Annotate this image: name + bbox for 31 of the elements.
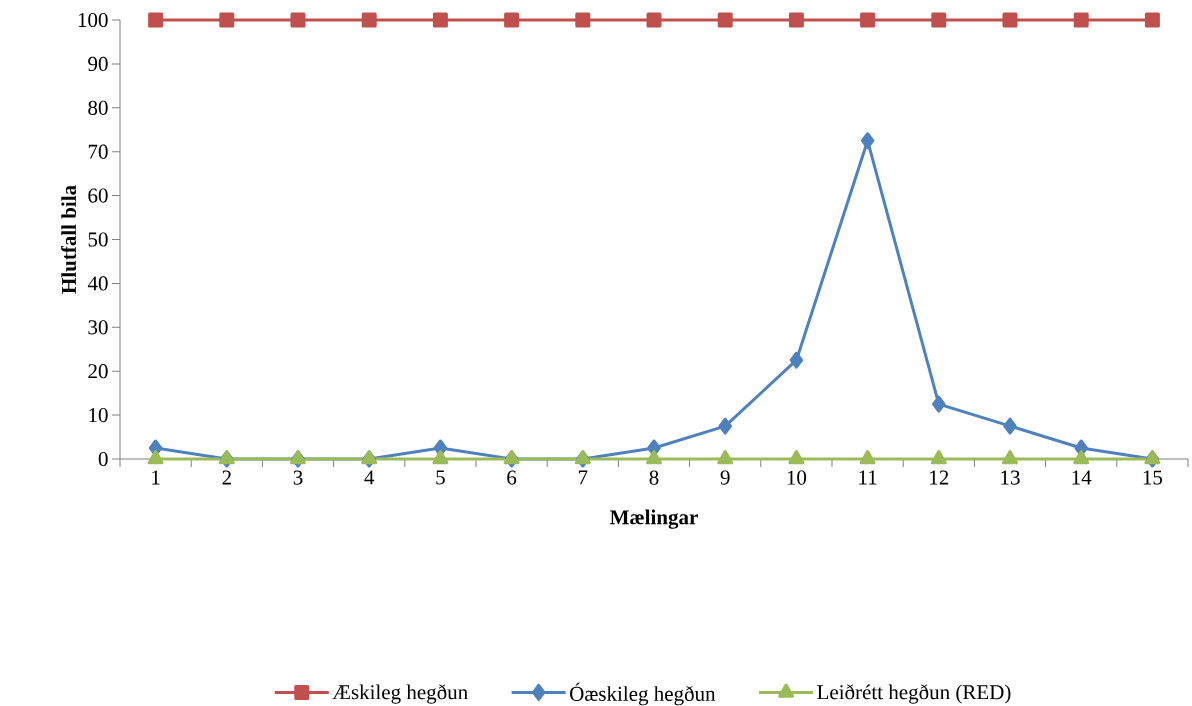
x-tick-label: 2	[222, 470, 231, 485]
x-tick-label: 5	[436, 470, 445, 485]
x-tick-label: 7	[578, 470, 588, 485]
x-tick-label: 12	[930, 470, 949, 485]
y-tick-label: 0	[98, 451, 108, 466]
y-tick-label: 20	[88, 364, 108, 379]
y-axis-title: Hlutfall bila	[61, 185, 77, 294]
x-tick-label: 3	[293, 470, 303, 485]
x-tick-label: 14	[1072, 470, 1092, 485]
y-tick-label: 80	[88, 100, 108, 115]
x-tick-label: 15	[1143, 470, 1163, 485]
x-axis-title: Mælingar	[610, 509, 698, 529]
y-tick-label: 50	[88, 232, 108, 247]
y-tick-label: 30	[88, 320, 108, 335]
y-tick-label: 10	[89, 407, 108, 423]
x-tick-label: 10	[787, 470, 807, 485]
legend-label: Leiðrétt hegðun (RED)	[817, 684, 1011, 704]
y-tick-label: 40	[87, 276, 108, 291]
y-tick-label: 60	[88, 188, 108, 203]
legend-label: Æskileg hegðun	[332, 684, 468, 704]
x-tick-label: 1	[152, 470, 160, 485]
x-tick-label: 11	[859, 470, 877, 485]
x-tick-label: 13	[1001, 470, 1020, 485]
x-tick-label: 8	[649, 470, 659, 485]
x-tick-label: 6	[507, 470, 517, 485]
x-tick-label: 9	[720, 470, 730, 485]
y-tick-label: 70	[88, 144, 108, 159]
y-tick-label: 90	[88, 56, 108, 71]
x-tick-label: 4	[364, 470, 375, 485]
legend-label: Óæskileg hegðun	[570, 682, 716, 706]
y-tick-label: 100	[78, 12, 108, 27]
